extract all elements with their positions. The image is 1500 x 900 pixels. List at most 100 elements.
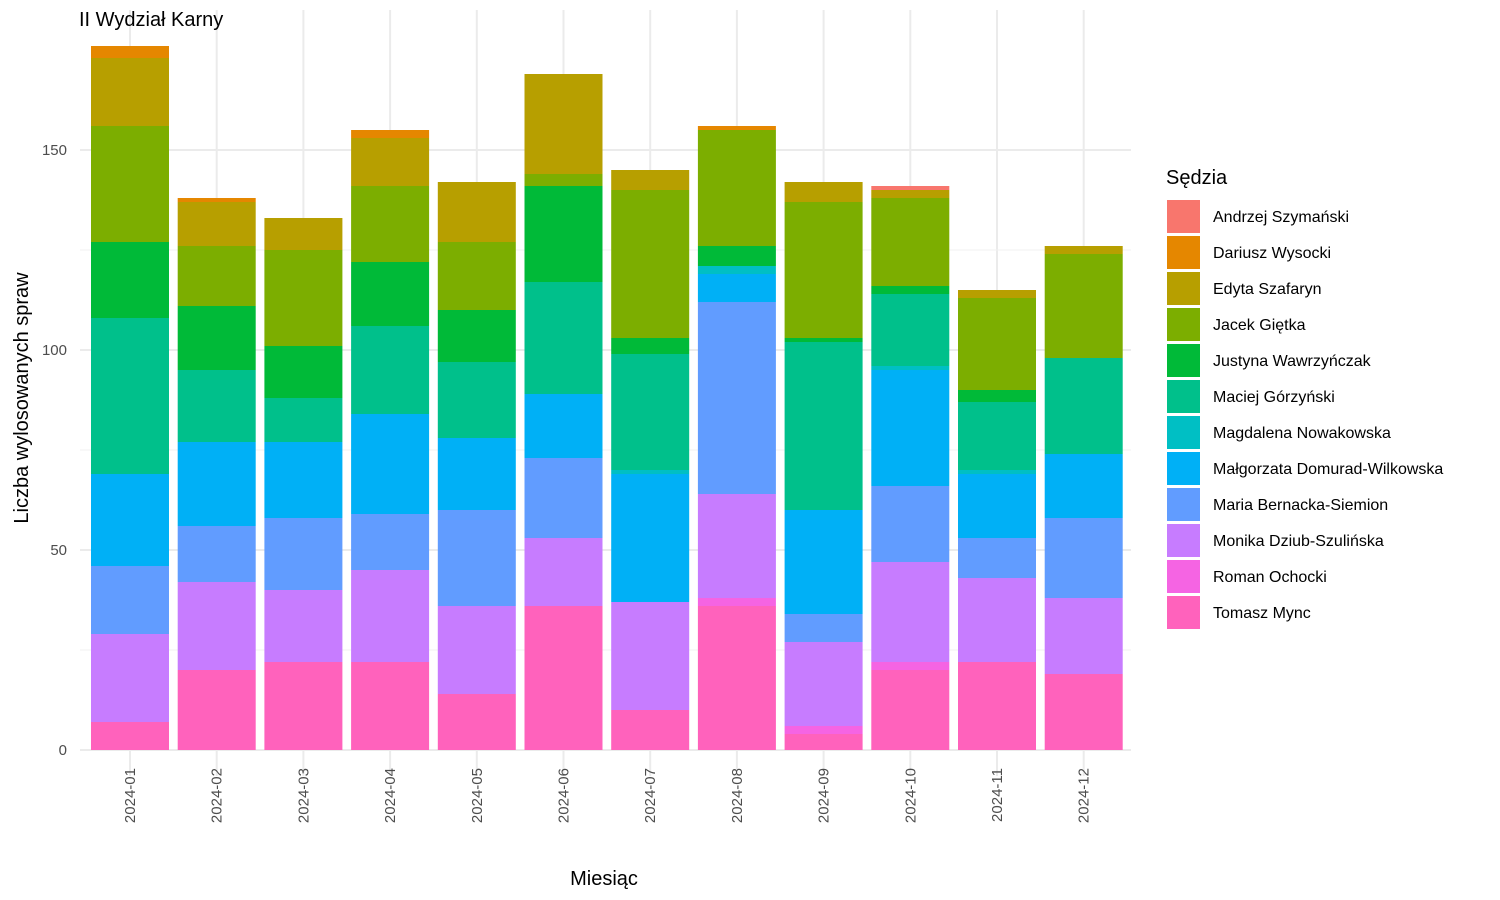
x-axis-ticks: 2024-01 2024-02 2024-03 2024-04 2024-05 2024-…	[122, 768, 1093, 823]
legend-item: Małgorzata Domurad-Wilkowska	[1167, 452, 1443, 485]
legend-swatch	[1167, 272, 1200, 305]
bar-segment: Edyta Szafaryn 2024-09: 5	[784, 182, 863, 202]
bar-segment: Maria Bernacka-Siemion 2024-09: 7	[784, 614, 863, 642]
x-tick-label: 2024-01	[122, 768, 139, 823]
bar-segment: Justyna Wawrzyńczak 2024-06: 24	[524, 186, 603, 282]
chart-title: II Wydział Karny	[79, 9, 223, 31]
bar-segment: Maria Bernacka-Siemion 2024-04: 14	[351, 514, 430, 570]
legend-swatch	[1167, 200, 1200, 233]
bar-segment: Monika Dziub-Szulińska 2024-06: 17	[524, 538, 603, 606]
bar-segment: Monika Dziub-Szulińska 2024-12: 19	[1044, 598, 1123, 674]
bar-segment: Justyna Wawrzyńczak 2024-03: 13	[264, 346, 343, 398]
bar-segment: Małgorzata Domurad-Wilkowska 2024-03: 19	[264, 442, 343, 518]
bar-segment: Magdalena Nowakowska 2024-10: 1	[871, 366, 950, 370]
bar-segment: Małgorzata Domurad-Wilkowska 2024-06: 16	[524, 394, 603, 458]
y-tick-label: 150	[42, 142, 67, 159]
x-tick-label: 2024-04	[382, 768, 399, 823]
legend-item: Roman Ochocki	[1167, 560, 1327, 593]
bar-segment: Edyta Szafaryn 2024-11: 2	[958, 290, 1036, 298]
bar-segment: Maciej Górzyński 2024-11: 17	[958, 402, 1036, 470]
x-tick-label: 2024-11	[989, 768, 1006, 822]
bar-segment: Justyna Wawrzyńczak 2024-07: 4	[611, 338, 690, 354]
bar-segment: Maciej Górzyński 2024-01: 39	[91, 318, 169, 474]
bar-segment: Tomasz Mync 2024-08: 36	[697, 606, 776, 750]
bar-segment: Edyta Szafaryn 2024-06: 25	[524, 74, 603, 174]
bar-segment: Maria Bernacka-Siemion 2024-03: 18	[264, 518, 343, 590]
legend-label: Roman Ochocki	[1213, 569, 1327, 586]
y-axis-ticks: 0 50 100 150	[42, 142, 67, 759]
bar-segment: Jacek Giętka 2024-07: 37	[611, 190, 690, 338]
bar-segment: Maciej Górzyński 2024-07: 29	[611, 354, 690, 470]
x-tick-label: 2024-09	[816, 768, 833, 823]
legend-swatch	[1167, 236, 1200, 269]
bar-segment: Magdalena Nowakowska 2024-07: 1	[611, 470, 690, 474]
legend-swatch	[1167, 596, 1200, 629]
bar-segment: Justyna Wawrzyńczak 2024-08: 5	[697, 246, 776, 266]
bar-segment: Tomasz Mync 2024-10: 20	[871, 670, 950, 750]
legend-swatch	[1167, 524, 1200, 557]
bar-segment: Maria Bernacka-Siemion 2024-10: 19	[871, 486, 950, 562]
legend-label: Edyta Szafaryn	[1213, 281, 1322, 298]
bar-segment: Maciej Górzyński 2024-03: 11	[264, 398, 343, 442]
bar-segment: Jacek Giętka 2024-11: 23	[958, 298, 1036, 390]
legend-swatch	[1167, 560, 1200, 593]
bar-segment: Małgorzata Domurad-Wilkowska 2024-10: 29	[871, 370, 950, 486]
bar-segment: Tomasz Mync 2024-04: 22	[351, 662, 430, 750]
legend-title: Sędzia	[1166, 167, 1228, 189]
bar-segment: Dariusz Wysocki 2024-02: 1	[177, 198, 256, 202]
bar-segment: Maciej Górzyński 2024-10: 18	[871, 294, 950, 366]
legend-item: Magdalena Nowakowska	[1167, 416, 1391, 449]
bar-segment: Małgorzata Domurad-Wilkowska 2024-11: 16	[958, 474, 1036, 538]
bar-segment: Justyna Wawrzyńczak 2024-04: 16	[351, 262, 430, 326]
bar-segment: Maria Bernacka-Siemion 2024-06: 20	[524, 458, 603, 538]
bar-segment: Jacek Giętka 2024-05: 17	[437, 242, 516, 310]
legend-item: Maria Bernacka-Siemion	[1167, 488, 1388, 521]
bar-segment: Edyta Szafaryn 2024-12: 2	[1044, 246, 1123, 254]
legend-item: Justyna Wawrzyńczak	[1167, 344, 1372, 377]
bar-segment: Jacek Giętka 2024-08: 29	[697, 130, 776, 246]
legend: Sędzia Andrzej Szymański Dariusz Wysocki E…	[1166, 167, 1443, 629]
bar-segment: Roman Ochocki 2024-09: 2	[784, 726, 863, 734]
bar-segment: Edyta Szafaryn 2024-07: 5	[611, 170, 690, 190]
bar-segment: Maria Bernacka-Siemion 2024-02: 14	[177, 526, 256, 582]
bar-segment: Tomasz Mync 2024-05: 14	[437, 694, 516, 750]
bar-segment: Małgorzata Domurad-Wilkowska 2024-05: 18	[437, 438, 516, 510]
bar-segment: Justyna Wawrzyńczak 2024-10: 2	[871, 286, 950, 294]
bar-segment: Monika Dziub-Szulińska 2024-11: 21	[958, 578, 1036, 662]
legend-item: Monika Dziub-Szulińska	[1167, 524, 1384, 557]
bar-segment: Małgorzata Domurad-Wilkowska 2024-07: 32	[611, 474, 690, 602]
x-tick-label: 2024-02	[209, 768, 226, 823]
bar-segment: Magdalena Nowakowska 2024-08: 2	[697, 266, 776, 274]
bar-segment: Monika Dziub-Szulińska 2024-08: 26	[697, 494, 776, 598]
bar-segment: Justyna Wawrzyńczak 2024-02: 16	[177, 306, 256, 370]
bar-segment: Justyna Wawrzyńczak 2024-11: 3	[958, 390, 1036, 402]
bar-segment: Tomasz Mync 2024-12: 19	[1044, 674, 1123, 750]
legend-label: Maria Bernacka-Siemion	[1213, 497, 1388, 514]
legend-label: Justyna Wawrzyńczak	[1213, 353, 1372, 370]
bar-segment: Małgorzata Domurad-Wilkowska 2024-08: 7	[697, 274, 776, 302]
bar-segment: Monika Dziub-Szulińska 2024-04: 23	[351, 570, 430, 662]
bar-segment: Maria Bernacka-Siemion 2024-01: 17	[91, 566, 169, 634]
bar-segment: Monika Dziub-Szulińska 2024-03: 18	[264, 590, 343, 662]
bar-segment: Roman Ochocki 2024-10: 2	[871, 662, 950, 670]
legend-label: Jacek Giętka	[1213, 317, 1306, 334]
bar-segment: Małgorzata Domurad-Wilkowska 2024-01: 23	[91, 474, 169, 566]
x-tick-label: 2024-05	[469, 768, 486, 823]
bar-segment: Maciej Górzyński 2024-06: 28	[524, 282, 603, 394]
legend-swatch	[1167, 416, 1200, 449]
bar-segment: Monika Dziub-Szulińska 2024-02: 22	[177, 582, 256, 670]
bar-segment: Justyna Wawrzyńczak 2024-09: 1	[784, 338, 863, 342]
legend-label: Tomasz Mync	[1213, 605, 1311, 622]
bar-segment: Maciej Górzyński 2024-12: 24	[1044, 358, 1123, 454]
bar-segment: Justyna Wawrzyńczak 2024-01: 19	[91, 242, 169, 318]
bar-segment: Maciej Górzyński 2024-09: 42	[784, 342, 863, 510]
x-tick-label: 2024-10	[902, 768, 919, 823]
bar-segment: Maria Bernacka-Siemion 2024-11: 10	[958, 538, 1036, 578]
legend-item: Jacek Giętka	[1167, 308, 1306, 341]
bar-segment: Tomasz Mync 2024-11: 22	[958, 662, 1036, 750]
bar-segment: Edyta Szafaryn 2024-02: 11	[177, 202, 256, 246]
legend-label: Dariusz Wysocki	[1213, 245, 1331, 262]
legend-label: Maciej Górzyński	[1213, 389, 1335, 406]
bar-segment: Dariusz Wysocki 2024-04: 2	[351, 130, 430, 138]
